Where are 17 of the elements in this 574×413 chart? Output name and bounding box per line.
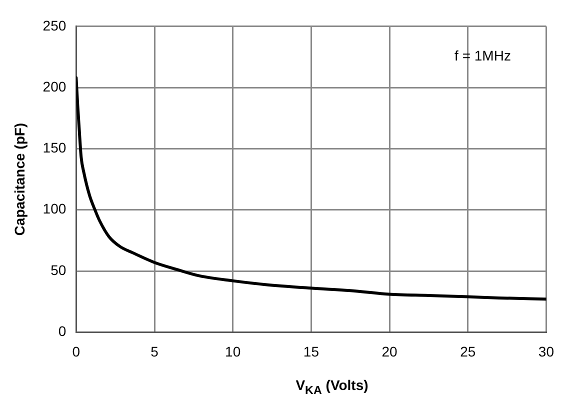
y-tick-label: 200	[42, 78, 66, 94]
y-tick-label: 0	[58, 323, 66, 340]
x-tick-label: 5	[150, 343, 159, 360]
y-tick-label: 250	[42, 17, 66, 34]
line-series	[76, 76, 546, 301]
x-tick-label: 10	[225, 343, 241, 360]
x-tick-label: 0	[72, 343, 80, 360]
annotation: f = 1MHz	[454, 47, 511, 64]
y-axis-title: Capacitance (pF)	[11, 122, 28, 236]
x-tick-label: 30	[538, 343, 554, 360]
x-tick-label: 15	[303, 343, 320, 360]
x-axis-title: V$_{KA}$ (Volts)	[294, 377, 370, 397]
y-tick-label: 100	[42, 200, 66, 217]
x-tick-label: 25	[460, 343, 476, 360]
x-tick-label: 20	[382, 343, 398, 360]
y-tick-label: 150	[42, 140, 66, 156]
y-tick-label: 50	[50, 262, 66, 278]
